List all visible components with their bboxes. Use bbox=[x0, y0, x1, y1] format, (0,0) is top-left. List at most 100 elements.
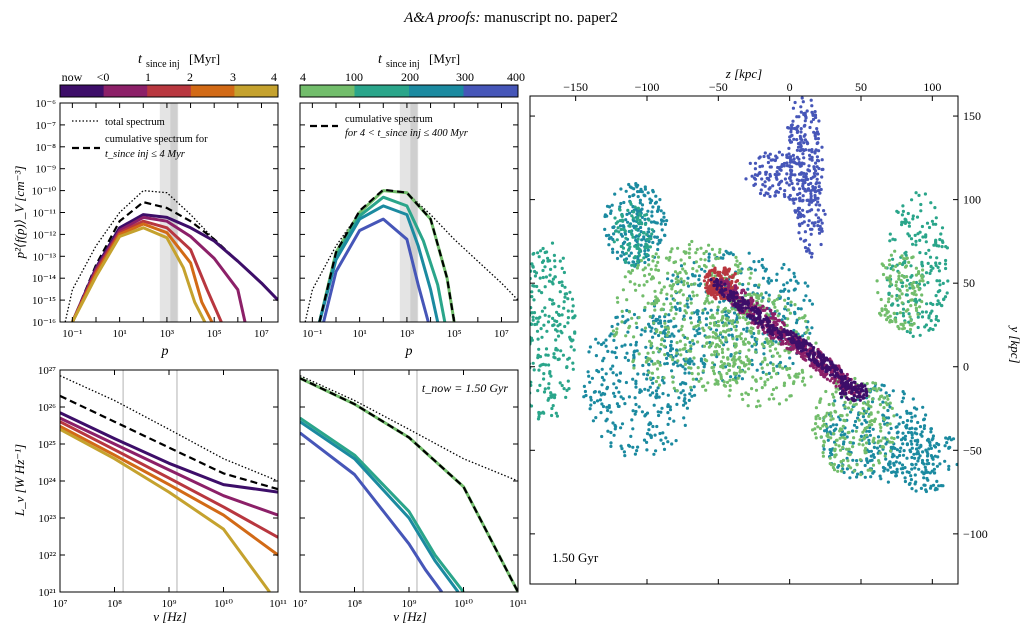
particle bbox=[931, 266, 935, 270]
particle bbox=[699, 257, 703, 261]
particle bbox=[704, 249, 708, 254]
particle bbox=[656, 410, 660, 414]
particle bbox=[669, 340, 674, 344]
panel-bottom-middle-frame bbox=[299, 369, 519, 593]
particle bbox=[911, 242, 915, 246]
particle bbox=[555, 329, 559, 333]
particle bbox=[851, 445, 855, 449]
y-tick-label: 10²⁷ bbox=[38, 365, 56, 377]
particle bbox=[778, 333, 782, 337]
particle bbox=[897, 294, 901, 298]
particle bbox=[730, 281, 734, 285]
particle bbox=[643, 326, 648, 330]
particle bbox=[761, 308, 765, 312]
particle bbox=[804, 294, 808, 298]
particle bbox=[817, 185, 821, 189]
particle bbox=[763, 180, 767, 184]
particle bbox=[679, 258, 683, 262]
particle bbox=[657, 281, 662, 285]
particle bbox=[938, 237, 942, 242]
particle bbox=[612, 232, 616, 236]
particle bbox=[619, 444, 623, 448]
particle bbox=[910, 298, 914, 302]
particle bbox=[787, 268, 791, 272]
particle bbox=[790, 340, 794, 345]
particle bbox=[772, 397, 776, 401]
particle bbox=[611, 421, 615, 425]
particle bbox=[615, 315, 619, 319]
particle bbox=[715, 280, 719, 284]
particle bbox=[863, 451, 867, 455]
particle bbox=[720, 291, 724, 296]
particle bbox=[804, 175, 808, 179]
particle bbox=[670, 287, 674, 291]
particle bbox=[820, 145, 824, 149]
particle bbox=[567, 387, 571, 391]
particle bbox=[549, 395, 554, 399]
particle bbox=[731, 377, 735, 382]
particle bbox=[751, 375, 755, 379]
particle bbox=[910, 467, 914, 471]
particle bbox=[900, 254, 904, 258]
particle bbox=[782, 314, 786, 318]
particle bbox=[731, 295, 736, 299]
particle bbox=[600, 402, 604, 406]
particle bbox=[634, 227, 638, 231]
particle bbox=[532, 368, 536, 372]
particle bbox=[901, 307, 906, 311]
particle bbox=[775, 326, 779, 330]
particle bbox=[741, 282, 745, 287]
particle bbox=[683, 423, 687, 427]
particle bbox=[816, 141, 820, 145]
particle bbox=[800, 161, 804, 165]
particle bbox=[646, 191, 650, 195]
particle bbox=[564, 395, 568, 399]
particle bbox=[727, 394, 731, 398]
particle bbox=[856, 387, 860, 391]
particle bbox=[730, 333, 734, 337]
panel-bottom-middle: 10⁷ 10⁸ 10⁹ 10¹⁰ 10¹¹ t_now = 1.50 Gyr ν [Hz… bbox=[293, 369, 527, 624]
particle bbox=[699, 359, 704, 363]
particle bbox=[616, 404, 621, 408]
particle bbox=[814, 137, 818, 141]
particle bbox=[887, 258, 892, 262]
particle bbox=[870, 400, 875, 404]
particle bbox=[635, 449, 639, 453]
particle bbox=[624, 319, 628, 323]
particle bbox=[635, 325, 639, 330]
particle bbox=[547, 386, 551, 390]
particle bbox=[627, 395, 632, 399]
particle bbox=[633, 452, 638, 456]
particle bbox=[679, 328, 683, 332]
particle bbox=[550, 280, 554, 284]
particle bbox=[679, 277, 683, 281]
particle bbox=[562, 306, 566, 310]
particle bbox=[716, 308, 720, 312]
particle bbox=[899, 467, 903, 471]
particle bbox=[752, 183, 756, 187]
particle bbox=[635, 266, 640, 270]
particle bbox=[933, 454, 937, 458]
particle bbox=[932, 467, 937, 471]
particle bbox=[739, 303, 743, 307]
particle bbox=[543, 313, 547, 317]
particle bbox=[851, 429, 855, 433]
particle bbox=[678, 301, 682, 305]
particle bbox=[903, 259, 907, 263]
particle bbox=[720, 310, 724, 314]
particle bbox=[878, 474, 882, 478]
particle bbox=[721, 355, 725, 359]
particle bbox=[910, 442, 914, 446]
particle bbox=[540, 291, 544, 295]
particle bbox=[663, 222, 668, 226]
particle bbox=[654, 379, 659, 384]
particle bbox=[651, 391, 655, 395]
particle bbox=[537, 412, 541, 416]
particle bbox=[656, 375, 660, 380]
particle bbox=[662, 376, 666, 380]
particle bbox=[582, 384, 587, 388]
particle bbox=[899, 446, 903, 450]
particle bbox=[539, 327, 543, 331]
particle bbox=[671, 282, 676, 287]
particle bbox=[789, 303, 793, 307]
